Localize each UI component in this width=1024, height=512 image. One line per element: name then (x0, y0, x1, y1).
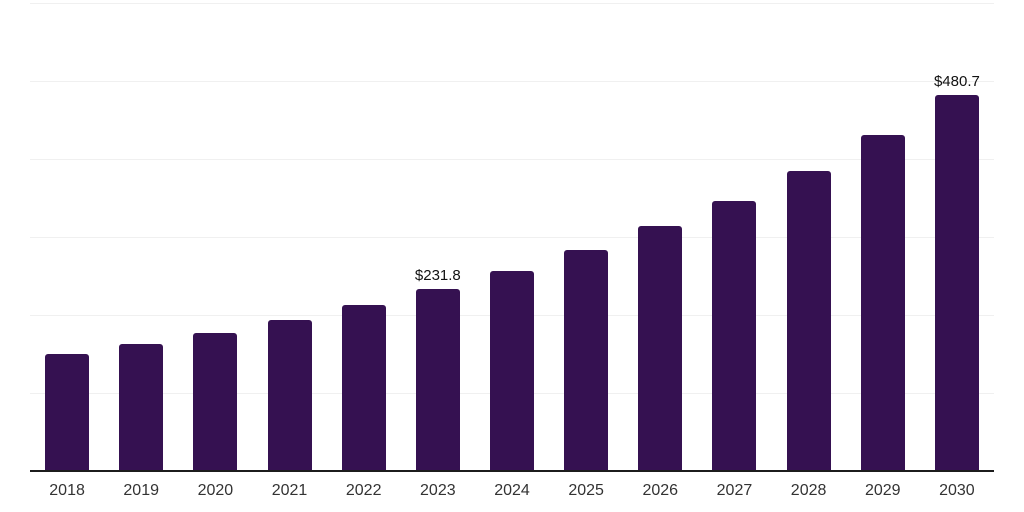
bar-slot-2028 (772, 2, 846, 470)
bar-slot-2027 (697, 2, 771, 470)
bar-2028 (786, 170, 831, 470)
bar-slot-2029 (846, 2, 920, 470)
x-axis-line (30, 470, 994, 472)
plot-area: $231.8 $480.7 (30, 2, 994, 470)
bar-2026 (638, 226, 683, 470)
bar-2029 (860, 135, 905, 470)
bar-slot-2026 (623, 2, 697, 470)
bar-slot-2021 (252, 2, 326, 470)
x-tick-2022: 2022 (345, 482, 382, 499)
x-tick-2025: 2025 (568, 482, 604, 499)
bar-2024 (489, 271, 534, 470)
bar-2027 (712, 200, 757, 470)
data-label-2023: $231.8 (414, 267, 461, 285)
gridline-300 (30, 237, 994, 238)
bar-2021 (267, 319, 312, 470)
x-tick-2023: 2023 (420, 482, 456, 499)
bar-slot-2020 (178, 2, 252, 470)
x-tick-2021: 2021 (271, 482, 308, 499)
bar-2018 (45, 353, 90, 470)
bar-slot-2022 (327, 2, 401, 470)
bar-2022 (341, 305, 386, 470)
x-axis-labels: 2018 2019 2020 2021 2022 2023 2024 2025 2026 2027… (30, 480, 994, 504)
bar-2023 (415, 289, 460, 470)
bar-2020 (193, 332, 238, 470)
gridline-400 (30, 159, 994, 160)
bar-slot-2019 (104, 2, 178, 470)
bar-slot-2018 (30, 2, 104, 470)
data-label-2030: $480.7 (933, 73, 980, 91)
x-tick-2024: 2024 (494, 482, 530, 499)
x-tick-2019: 2019 (123, 482, 159, 499)
x-tick-2020: 2020 (197, 482, 234, 499)
x-tick-2029: 2029 (864, 482, 901, 499)
bar-2019 (119, 343, 164, 470)
gridline-600 (30, 3, 994, 4)
bar-slot-2030: $480.7 (920, 2, 994, 470)
bar-slot-2025 (549, 2, 623, 470)
bar-slot-2024 (475, 2, 549, 470)
bar-2025 (564, 250, 609, 470)
x-tick-2018: 2018 (49, 482, 85, 499)
gridline-500 (30, 81, 994, 82)
x-tick-2026: 2026 (642, 482, 679, 499)
x-tick-2027: 2027 (716, 482, 753, 499)
bar-2030 (934, 95, 979, 470)
bar-slot-2023: $231.8 (401, 2, 475, 470)
x-tick-2028: 2028 (790, 482, 827, 499)
x-tick-2030: 2030 (939, 482, 975, 499)
